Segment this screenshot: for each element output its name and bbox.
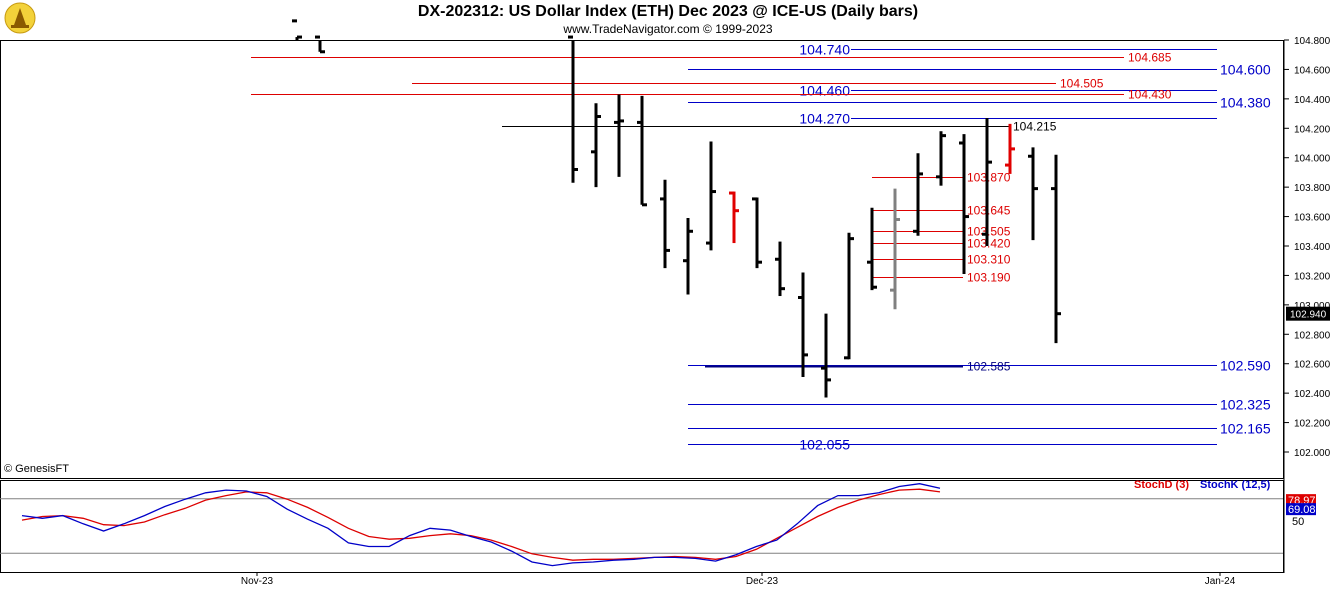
ohlc-bar — [821, 313, 831, 398]
date-axis: Nov-23 Dec-23 Jan-24 — [241, 573, 1236, 587]
ohlc-bar — [591, 103, 601, 188]
level-label: 103.420 — [967, 237, 1011, 251]
level-label: 104.505 — [1060, 77, 1104, 91]
level-label: 103.645 — [967, 204, 1011, 218]
level-label: 104.215 — [1013, 120, 1057, 134]
ohlc-bar — [959, 134, 969, 274]
title-bar: DX-202312: US Dollar Index (ETH) Dec 202… — [0, 0, 1336, 40]
ohlc-bar — [315, 35, 325, 54]
legend-stochd: StochD (3) — [1134, 479, 1189, 491]
last-price-label: 102.940 — [1290, 310, 1327, 321]
level-label: 104.460 — [799, 83, 850, 99]
level-label: 102.590 — [1220, 358, 1271, 374]
stoch-tick-50: 50 — [1292, 516, 1304, 528]
y-tick-label: 104.600 — [1294, 65, 1331, 76]
ohlc-bar — [844, 232, 854, 360]
ohlc-bar — [1028, 147, 1038, 241]
y-tick-label: 102.600 — [1294, 360, 1331, 371]
levels-layer: 104.740 104.685 104.600 104.505 104.460 104.4… — [251, 42, 1271, 453]
ohlc-bar — [660, 179, 670, 269]
y-tick-label: 102.400 — [1294, 389, 1331, 400]
ohlc-bar — [292, 19, 302, 40]
stochk-line — [21, 483, 941, 567]
level-label: 104.270 — [799, 111, 850, 127]
level-label: 104.600 — [1220, 62, 1271, 78]
ohlc-bar — [706, 141, 716, 251]
y-tick-label: 104.000 — [1294, 154, 1331, 165]
stochd-line — [21, 488, 941, 561]
chart-subtitle: www.TradeNavigator.com © 1999-2023 — [563, 22, 773, 36]
ohlc-bar — [1005, 123, 1015, 174]
ohlc-bar — [614, 94, 624, 177]
y-tick-label: 104.400 — [1294, 95, 1331, 106]
x-tick-label: Dec-23 — [746, 576, 779, 587]
ohlc-bar — [568, 35, 578, 183]
ohlc-bar — [1051, 154, 1061, 344]
level-label: 104.740 — [799, 42, 850, 58]
level-label: 103.505 — [967, 225, 1011, 239]
level-label: 102.165 — [1220, 421, 1271, 437]
stochk-value: 69.08 — [1288, 504, 1316, 516]
ohlc-bar — [982, 117, 992, 246]
watermark: © GenesisFT — [4, 463, 69, 475]
ohlc-bar — [798, 272, 808, 377]
y-tick-label: 104.200 — [1294, 124, 1331, 135]
level-label: 103.310 — [967, 253, 1011, 267]
ohlc-bar — [867, 207, 877, 291]
ohlc-bar — [752, 197, 762, 269]
ohlc-bar — [637, 95, 647, 207]
x-tick-label: Jan-24 — [1205, 576, 1236, 587]
level-label: 104.430 — [1128, 88, 1172, 102]
legend-stochk: StochK (12,5) — [1200, 479, 1271, 491]
ohlc-bar — [936, 131, 946, 186]
y-tick-label: 102.200 — [1294, 419, 1331, 430]
level-label: 102.055 — [799, 437, 850, 453]
y-tick-label: 102.800 — [1294, 330, 1331, 341]
level-label: 102.325 — [1220, 397, 1271, 413]
y-tick-label: 103.200 — [1294, 271, 1331, 282]
ohlc-bar — [913, 153, 923, 236]
y-tick-label: 103.600 — [1294, 213, 1331, 224]
level-label: 103.190 — [967, 271, 1011, 285]
bars-layer — [292, 19, 1061, 398]
y-tick-label: 103.000 — [1294, 301, 1331, 312]
level-label: 103.870 — [967, 171, 1011, 185]
y-tick-label: 103.400 — [1294, 242, 1331, 253]
ohlc-bar — [890, 188, 900, 310]
trade-navigator-logo-icon — [4, 2, 36, 34]
y-tick-label: 103.800 — [1294, 183, 1331, 194]
level-label: 104.380 — [1220, 95, 1271, 111]
y-tick-label: 102.000 — [1294, 448, 1331, 459]
x-tick-label: Nov-23 — [241, 576, 274, 587]
chart-title: DX-202312: US Dollar Index (ETH) Dec 202… — [417, 3, 919, 20]
level-label: 104.685 — [1128, 51, 1172, 65]
stochk-value-box — [1286, 503, 1316, 516]
level-label: 102.585 — [967, 360, 1011, 374]
ohlc-bar — [683, 218, 693, 295]
price-axis: 104.800 104.600 104.400 104.200 104.000 103.8… — [1284, 36, 1331, 459]
y-tick-label: 104.800 — [1294, 36, 1331, 47]
last-price-box — [1286, 306, 1330, 321]
ohlc-bar — [729, 191, 739, 244]
ohlc-bar — [775, 241, 785, 297]
